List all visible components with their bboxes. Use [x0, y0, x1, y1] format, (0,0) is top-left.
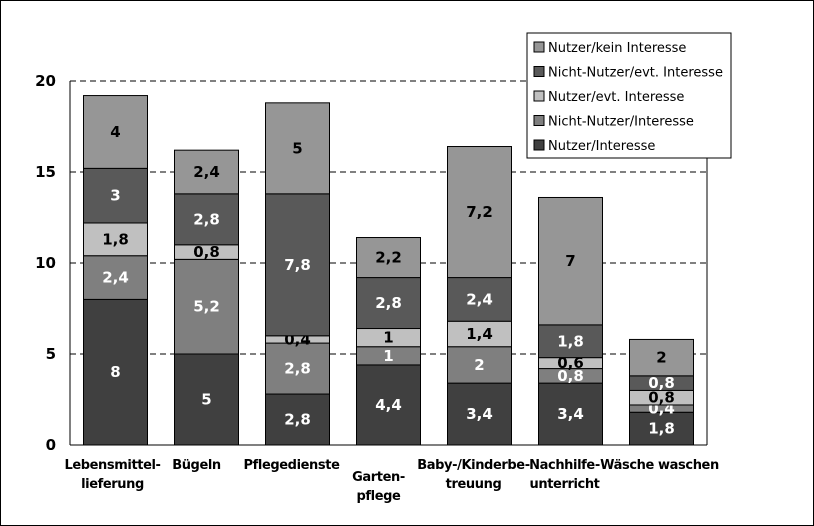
- bar-segment: [83, 167, 148, 224]
- data-label: 2,4: [193, 163, 220, 181]
- bar-segment: [538, 324, 603, 359]
- x-tick-label-line: lieferung: [81, 477, 144, 492]
- bar-segment: [356, 237, 421, 279]
- y-tick-label: 5: [46, 345, 56, 363]
- data-label: 4: [110, 123, 120, 141]
- bar-segment: [265, 393, 330, 446]
- bar-segment: [265, 102, 330, 195]
- x-tick-label: Bügeln: [172, 458, 221, 473]
- x-axis: Lebensmittel-lieferung Bügeln Pflegedienst…: [64, 444, 719, 504]
- bar-segment: [356, 277, 421, 330]
- bar-segment: [174, 149, 239, 195]
- y-tick-label: 15: [35, 163, 56, 181]
- bar-segment: [447, 146, 512, 279]
- legend-swatch: [533, 66, 545, 77]
- data-label: 0,8: [193, 243, 220, 261]
- bar-segment: [538, 382, 603, 446]
- bar-segment: [538, 196, 603, 326]
- data-label: 8: [110, 363, 120, 381]
- x-tick-label-line: Garten-: [352, 470, 405, 485]
- legend-swatch: [533, 139, 545, 151]
- data-label: 2,4: [466, 290, 493, 308]
- legend-swatch: [533, 90, 545, 102]
- data-label: 0,6: [557, 354, 584, 372]
- x-tick-label-line: Baby-/Kinderbe-: [417, 458, 529, 473]
- bar-segment: [629, 411, 694, 446]
- data-label: 0,8: [648, 389, 675, 407]
- data-label: 2,2: [375, 249, 402, 267]
- data-label: 5: [201, 391, 211, 409]
- data-label: 1: [383, 329, 393, 347]
- bar-segment: [83, 222, 148, 257]
- x-tick-label-line: Lebensmittel-: [64, 458, 160, 473]
- data-label: 7,8: [284, 256, 311, 274]
- bar-segment: [83, 95, 148, 169]
- data-label: 7: [565, 252, 575, 270]
- data-label: 7,2: [466, 203, 493, 221]
- data-label: 5,2: [193, 298, 220, 316]
- bar-segment: [265, 342, 330, 395]
- data-label: 2: [474, 356, 484, 374]
- x-tick-label-line: Nachhilfe-: [529, 458, 600, 473]
- legend-label: Nutzer/Interesse: [548, 139, 655, 154]
- y-tick-label: 0: [46, 436, 56, 454]
- bar-segment: [629, 338, 694, 377]
- x-tick-label-line: treuung: [446, 477, 502, 492]
- legend: Nutzer/kein Interesse Nicht-Nutzer/evt. I…: [526, 32, 732, 159]
- data-label: 3,4: [557, 405, 584, 423]
- legend-label: Nicht-Nutzer/Interesse: [548, 115, 694, 130]
- bar-segment: [447, 382, 512, 446]
- data-label: 1: [383, 347, 393, 365]
- x-tick-label: Garten-pflege: [352, 470, 405, 504]
- bar-segment: [265, 193, 330, 337]
- x-tick-label: Lebensmittel-lieferung: [64, 458, 160, 492]
- legend-swatch: [533, 41, 545, 53]
- data-label: 1,4: [466, 325, 493, 343]
- data-label: 2: [656, 349, 666, 367]
- legend-label: Nicht-Nutzer/evt. Interesse: [548, 66, 723, 81]
- data-label: 1,8: [648, 420, 675, 438]
- bar-segment: [174, 353, 239, 446]
- bar-segment: [356, 364, 421, 446]
- x-tick-label: Wäsche waschen: [600, 458, 719, 473]
- bar-segment: [447, 320, 512, 348]
- y-tick-label: 20: [35, 72, 56, 90]
- data-label: 4,4: [375, 396, 402, 414]
- bars: 82,41,83455,20,82,82,42,82,80,47,854,411…: [83, 95, 694, 446]
- bar-segment: [174, 258, 239, 355]
- bar-segment: [174, 193, 239, 246]
- x-tick-label-line: Pflegedienste: [244, 458, 341, 473]
- data-label: 2,8: [375, 294, 402, 312]
- x-tick-label-line: unterricht: [530, 477, 600, 492]
- data-label: 5: [292, 139, 302, 157]
- legend-box: [526, 32, 732, 159]
- data-label: 2,8: [193, 210, 220, 228]
- data-label: 0,8: [557, 367, 584, 385]
- legend-swatch: [533, 115, 545, 126]
- data-label: 2,8: [284, 411, 311, 429]
- data-label: 2,4: [102, 269, 129, 287]
- x-tick-label-line: Wäsche waschen: [600, 458, 719, 473]
- data-label: 2,8: [284, 360, 311, 378]
- data-label: 0,8: [648, 374, 675, 392]
- x-tick-label: Baby-/Kinderbe-treuung: [417, 458, 529, 492]
- x-tick-label-line: pflege: [357, 489, 402, 504]
- data-label: 1,8: [102, 230, 129, 248]
- bar-segment: [447, 346, 512, 384]
- y-tick-label: 10: [35, 254, 56, 272]
- x-tick-label: Nachhilfe-unterricht: [529, 458, 600, 492]
- data-label: 1,8: [557, 332, 584, 350]
- x-tick-label: Pflegedienste: [244, 458, 341, 473]
- legend-label: Nutzer/evt. Interesse: [548, 90, 684, 105]
- data-label: 3,4: [466, 405, 493, 423]
- x-tick-label-line: Bügeln: [172, 458, 221, 473]
- legend-label: Nutzer/kein Interesse: [548, 41, 686, 56]
- data-label: 3: [110, 187, 120, 205]
